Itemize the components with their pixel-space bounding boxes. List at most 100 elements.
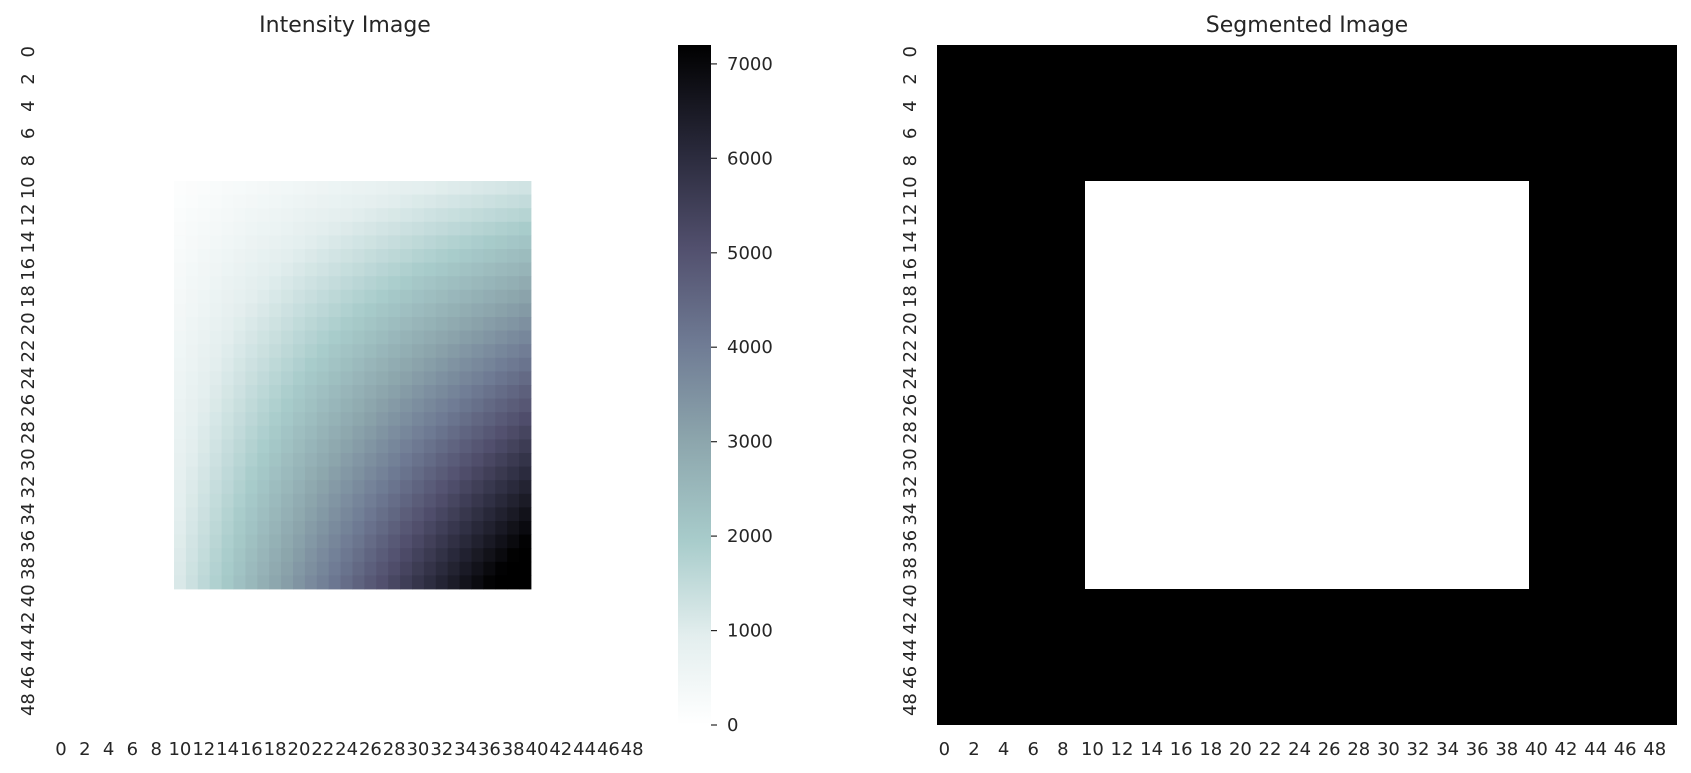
heatmap-cell <box>328 221 341 236</box>
heatmap-cell <box>281 385 294 399</box>
heatmap-cell <box>257 453 270 467</box>
heatmap-cell <box>257 221 270 236</box>
heatmap-cell <box>340 521 353 535</box>
heatmap-cell <box>388 575 401 590</box>
heatmap-cell <box>400 548 413 563</box>
heatmap-cell <box>423 425 437 440</box>
heatmap-cell <box>459 453 472 467</box>
intensity-y-tick-labels: 0246810121416182022242628303234363840424… <box>18 46 39 716</box>
heatmap-cell <box>221 276 234 291</box>
heatmap-cell <box>304 235 318 250</box>
heatmap-cell <box>400 317 413 331</box>
heatmap-cell <box>233 221 246 236</box>
heatmap-cell <box>197 561 211 576</box>
heatmap-cell <box>245 330 258 345</box>
heatmap-cell <box>376 289 389 304</box>
heatmap-cell <box>423 208 437 223</box>
heatmap-cell <box>197 357 211 372</box>
heatmap-cell <box>245 317 258 331</box>
heatmap-cell <box>471 385 484 399</box>
heatmap-cell <box>293 493 306 508</box>
heatmap-cell <box>328 507 341 522</box>
heatmap-cell <box>269 385 282 399</box>
y-tick-label: 36 <box>900 530 921 553</box>
heatmap-cell <box>400 466 413 481</box>
heatmap-cell <box>400 249 413 263</box>
heatmap-cell <box>412 317 425 331</box>
heatmap-cell <box>459 181 472 195</box>
y-tick-label: 28 <box>18 421 39 444</box>
colorbar-tick-label: 4000 <box>727 337 773 358</box>
heatmap-cell <box>364 194 377 209</box>
heatmap-cell <box>507 221 520 236</box>
x-tick-label: 22 <box>311 739 334 760</box>
heatmap-cell <box>447 466 460 481</box>
heatmap-cell <box>352 344 365 359</box>
heatmap-cell <box>483 534 496 549</box>
heatmap-cell <box>185 425 199 440</box>
heatmap-cell <box>197 507 211 522</box>
heatmap-cell <box>245 575 258 590</box>
x-tick-label: 0 <box>55 739 66 760</box>
heatmap-cell <box>388 289 401 304</box>
heatmap-cell <box>257 371 270 386</box>
heatmap-cell <box>388 249 401 263</box>
heatmap-cell <box>459 412 472 427</box>
heatmap-cell <box>257 344 270 359</box>
heatmap-cell <box>412 357 425 372</box>
heatmap-cell <box>316 262 330 277</box>
heatmap-cell <box>364 385 377 399</box>
heatmap-cell <box>352 561 365 576</box>
heatmap-cell <box>364 344 377 359</box>
heatmap-cell <box>233 194 246 209</box>
heatmap-cell <box>209 534 222 549</box>
heatmap-cell <box>281 534 294 549</box>
heatmap-cell <box>221 385 234 399</box>
heatmap-cell <box>495 221 508 236</box>
heatmap-cell <box>245 548 258 563</box>
heatmap-cell <box>304 425 318 440</box>
heatmap-cell <box>174 317 187 331</box>
heatmap-cell <box>364 235 377 250</box>
heatmap-cell <box>316 249 330 263</box>
heatmap-cell <box>447 317 460 331</box>
heatmap-cell <box>221 398 234 413</box>
x-tick-label: 26 <box>359 739 382 760</box>
heatmap-cell <box>328 466 341 481</box>
heatmap-cell <box>281 194 294 209</box>
heatmap-cell <box>352 317 365 331</box>
heatmap-cell <box>174 561 187 576</box>
heatmap-cell <box>483 371 496 386</box>
heatmap-cell <box>507 330 520 345</box>
heatmap-cell <box>459 194 472 209</box>
heatmap-cell <box>519 466 532 481</box>
heatmap-cell <box>185 249 199 263</box>
heatmap-cell <box>316 466 330 481</box>
heatmap-cell <box>281 507 294 522</box>
y-tick-label: 2 <box>18 73 39 84</box>
heatmap-cell <box>328 317 341 331</box>
heatmap-cell <box>281 466 294 481</box>
heatmap-cell <box>447 289 460 304</box>
x-tick-label: 20 <box>288 739 311 760</box>
heatmap-cell <box>519 575 532 590</box>
heatmap-cell <box>376 453 389 467</box>
heatmap-cell <box>459 221 472 236</box>
x-tick-label: 2 <box>968 739 979 760</box>
x-tick-label: 38 <box>1495 739 1518 760</box>
heatmap-cell <box>209 208 222 223</box>
heatmap-cell <box>197 439 211 454</box>
heatmap-cell <box>495 371 508 386</box>
heatmap-cell <box>388 466 401 481</box>
heatmap-cell <box>340 221 353 236</box>
y-tick-label: 16 <box>18 258 39 281</box>
heatmap-cell <box>507 575 520 590</box>
heatmap-cell <box>209 317 222 331</box>
heatmap-cell <box>507 276 520 291</box>
heatmap-cell <box>519 330 532 345</box>
heatmap-cell <box>376 330 389 345</box>
heatmap-cell <box>388 480 401 495</box>
heatmap-cell <box>174 453 187 467</box>
heatmap-cell <box>471 249 484 263</box>
heatmap-cell <box>459 561 472 576</box>
